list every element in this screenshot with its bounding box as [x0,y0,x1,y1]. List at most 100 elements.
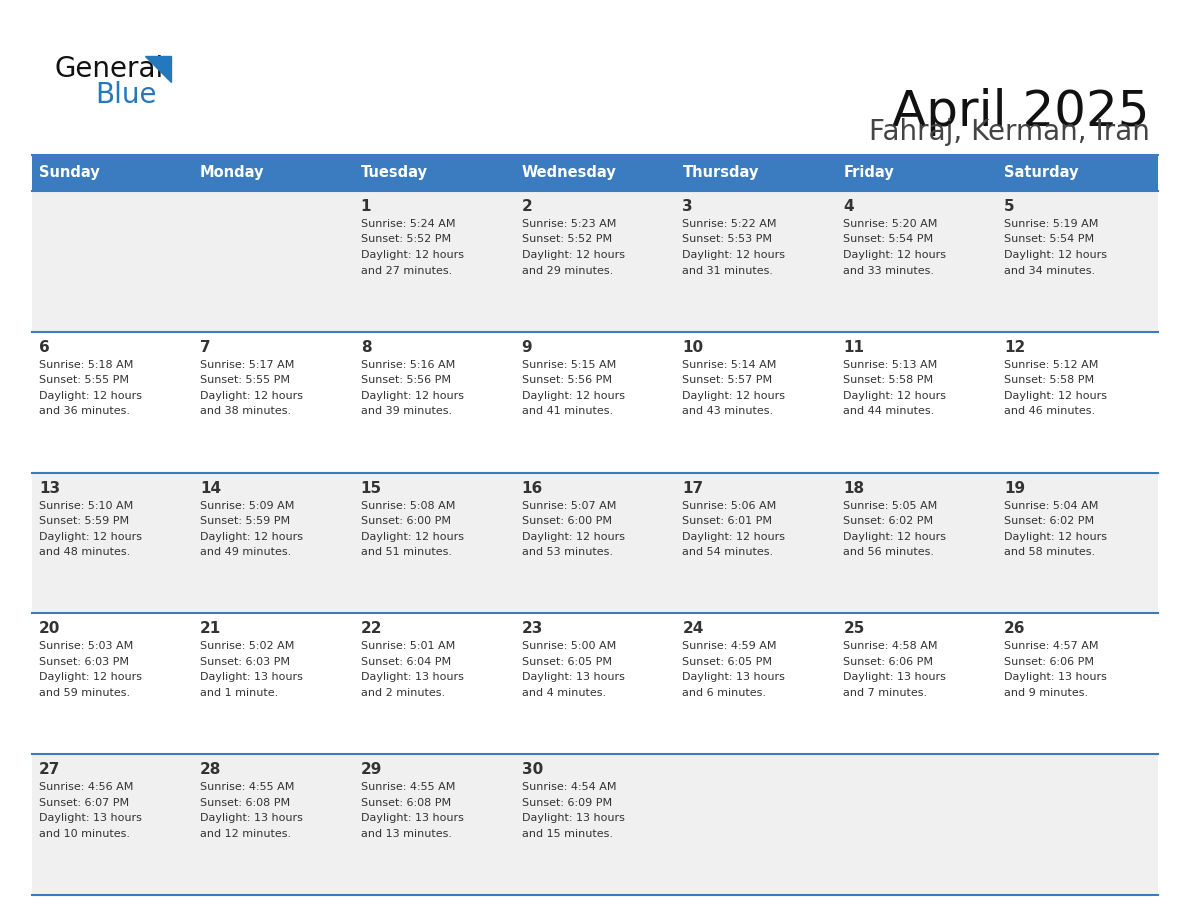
Text: Sunset: 5:57 PM: Sunset: 5:57 PM [682,375,772,386]
Text: Daylight: 12 hours: Daylight: 12 hours [682,391,785,401]
Text: Daylight: 13 hours: Daylight: 13 hours [522,672,625,682]
Text: Sunset: 5:59 PM: Sunset: 5:59 PM [39,516,129,526]
Bar [32,613,1158,755]
Text: and 9 minutes.: and 9 minutes. [1004,688,1088,698]
Bar [32,473,1158,613]
Text: Daylight: 12 hours: Daylight: 12 hours [39,532,143,542]
Text: Daylight: 13 hours: Daylight: 13 hours [361,813,463,823]
Text: 7: 7 [200,340,210,354]
Text: Sunset: 6:08 PM: Sunset: 6:08 PM [361,798,450,808]
Text: Sunrise: 4:55 AM: Sunrise: 4:55 AM [361,782,455,792]
Text: Sunset: 6:02 PM: Sunset: 6:02 PM [843,516,934,526]
Text: and 33 minutes.: and 33 minutes. [843,265,934,275]
Text: Sunset: 5:54 PM: Sunset: 5:54 PM [1004,234,1094,244]
Text: and 43 minutes.: and 43 minutes. [682,407,773,416]
Text: and 38 minutes.: and 38 minutes. [200,407,291,416]
Text: Sunrise: 5:16 AM: Sunrise: 5:16 AM [361,360,455,370]
Text: Daylight: 12 hours: Daylight: 12 hours [843,532,947,542]
Text: Daylight: 12 hours: Daylight: 12 hours [682,250,785,260]
Text: 10: 10 [682,340,703,354]
Text: Sunrise: 5:09 AM: Sunrise: 5:09 AM [200,500,295,510]
Text: Sunset: 6:06 PM: Sunset: 6:06 PM [1004,657,1094,666]
Text: and 7 minutes.: and 7 minutes. [843,688,928,698]
Text: Sunset: 6:05 PM: Sunset: 6:05 PM [522,657,612,666]
Text: Daylight: 13 hours: Daylight: 13 hours [1004,672,1107,682]
Text: 26: 26 [1004,621,1025,636]
Text: Sunrise: 5:08 AM: Sunrise: 5:08 AM [361,500,455,510]
Text: and 10 minutes.: and 10 minutes. [39,829,129,839]
Text: Sunrise: 5:15 AM: Sunrise: 5:15 AM [522,360,615,370]
Text: Sunset: 5:52 PM: Sunset: 5:52 PM [522,234,612,244]
Bar [32,155,1158,191]
Text: and 51 minutes.: and 51 minutes. [361,547,451,557]
Text: 24: 24 [682,621,703,636]
Text: Daylight: 12 hours: Daylight: 12 hours [522,250,625,260]
Text: Sunrise: 5:23 AM: Sunrise: 5:23 AM [522,219,615,229]
Text: and 41 minutes.: and 41 minutes. [522,407,613,416]
Text: Sunrise: 4:54 AM: Sunrise: 4:54 AM [522,782,617,792]
Text: Daylight: 12 hours: Daylight: 12 hours [361,391,463,401]
Text: Sunset: 6:00 PM: Sunset: 6:00 PM [361,516,450,526]
Text: Daylight: 12 hours: Daylight: 12 hours [1004,532,1107,542]
Text: Tuesday: Tuesday [361,165,428,181]
Text: Daylight: 13 hours: Daylight: 13 hours [522,813,625,823]
Text: 23: 23 [522,621,543,636]
Text: 22: 22 [361,621,383,636]
Text: 20: 20 [39,621,61,636]
Text: Daylight: 13 hours: Daylight: 13 hours [682,672,785,682]
Text: Sunrise: 5:10 AM: Sunrise: 5:10 AM [39,500,133,510]
Text: and 34 minutes.: and 34 minutes. [1004,265,1095,275]
Text: 6: 6 [39,340,50,354]
Text: Sunset: 6:03 PM: Sunset: 6:03 PM [200,657,290,666]
Text: Monday: Monday [200,165,265,181]
Text: and 31 minutes.: and 31 minutes. [682,265,773,275]
Text: Sunrise: 5:01 AM: Sunrise: 5:01 AM [361,642,455,652]
Text: Daylight: 12 hours: Daylight: 12 hours [200,532,303,542]
Text: Sunrise: 5:04 AM: Sunrise: 5:04 AM [1004,500,1099,510]
Text: and 6 minutes.: and 6 minutes. [682,688,766,698]
Text: Sunset: 5:54 PM: Sunset: 5:54 PM [843,234,934,244]
Text: Daylight: 13 hours: Daylight: 13 hours [361,672,463,682]
Text: and 46 minutes.: and 46 minutes. [1004,407,1095,416]
Text: 1: 1 [361,199,371,214]
Text: 8: 8 [361,340,372,354]
Text: Sunset: 6:02 PM: Sunset: 6:02 PM [1004,516,1094,526]
Text: Daylight: 12 hours: Daylight: 12 hours [522,532,625,542]
Text: April 2025: April 2025 [892,88,1150,136]
Text: Sunset: 6:07 PM: Sunset: 6:07 PM [39,798,129,808]
Text: 13: 13 [39,481,61,496]
Text: Sunrise: 5:06 AM: Sunrise: 5:06 AM [682,500,777,510]
Text: Sunrise: 5:13 AM: Sunrise: 5:13 AM [843,360,937,370]
Text: Sunrise: 5:19 AM: Sunrise: 5:19 AM [1004,219,1099,229]
Text: Fahraj, Kerman, Iran: Fahraj, Kerman, Iran [870,118,1150,146]
Text: Sunrise: 5:02 AM: Sunrise: 5:02 AM [200,642,295,652]
Text: Daylight: 12 hours: Daylight: 12 hours [39,672,143,682]
Text: Sunset: 5:52 PM: Sunset: 5:52 PM [361,234,450,244]
Text: Sunset: 6:09 PM: Sunset: 6:09 PM [522,798,612,808]
Text: Daylight: 12 hours: Daylight: 12 hours [200,391,303,401]
Text: Daylight: 12 hours: Daylight: 12 hours [843,391,947,401]
Text: Blue: Blue [95,81,157,109]
Text: Sunrise: 5:24 AM: Sunrise: 5:24 AM [361,219,455,229]
Text: Wednesday: Wednesday [522,165,617,181]
Text: 28: 28 [200,762,221,778]
Text: and 48 minutes.: and 48 minutes. [39,547,131,557]
Text: Daylight: 13 hours: Daylight: 13 hours [200,672,303,682]
Text: and 13 minutes.: and 13 minutes. [361,829,451,839]
Text: Sunrise: 5:20 AM: Sunrise: 5:20 AM [843,219,937,229]
Text: Sunrise: 4:57 AM: Sunrise: 4:57 AM [1004,642,1099,652]
Text: Daylight: 12 hours: Daylight: 12 hours [361,250,463,260]
Text: Daylight: 12 hours: Daylight: 12 hours [843,250,947,260]
Text: Sunrise: 5:00 AM: Sunrise: 5:00 AM [522,642,615,652]
Text: 30: 30 [522,762,543,778]
Text: Sunrise: 4:56 AM: Sunrise: 4:56 AM [39,782,133,792]
Text: Daylight: 12 hours: Daylight: 12 hours [1004,250,1107,260]
Text: 4: 4 [843,199,854,214]
Text: General: General [55,55,164,83]
Text: 27: 27 [39,762,61,778]
Text: and 49 minutes.: and 49 minutes. [200,547,291,557]
Text: Daylight: 12 hours: Daylight: 12 hours [39,391,143,401]
Text: and 12 minutes.: and 12 minutes. [200,829,291,839]
Text: and 54 minutes.: and 54 minutes. [682,547,773,557]
Text: Sunday: Sunday [39,165,100,181]
